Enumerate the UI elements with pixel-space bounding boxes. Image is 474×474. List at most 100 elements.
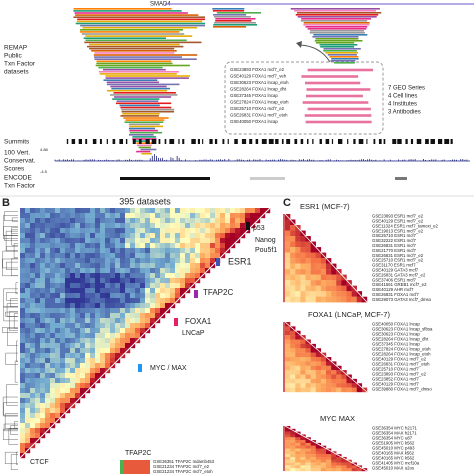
heatmap-cell [55, 273, 61, 279]
heatmap-cell [90, 368, 96, 374]
track-label: datasets [4, 69, 29, 76]
heatmap-cell [25, 418, 31, 424]
heatmap-cell [65, 383, 71, 389]
heatmap-cell [20, 208, 26, 214]
heatmap-cell [55, 393, 61, 399]
dataset-label: GSE40165 MYC k562 [372, 456, 415, 461]
heatmap-cell [160, 278, 166, 284]
cluster-label: LNCaP [182, 330, 205, 337]
heatmap-cell [45, 403, 51, 409]
heatmap-cell [145, 278, 151, 284]
heatmap-cell [290, 378, 296, 384]
heatmap-cell [20, 243, 26, 249]
heatmap-cell [45, 278, 51, 284]
heatmap-cell [110, 338, 116, 344]
heatmap-cell [150, 268, 156, 274]
heatmap-cell [341, 378, 347, 384]
dataset-label: GSE40129 FOXA1 mcf7 [372, 382, 419, 387]
heatmap-cell [95, 278, 101, 284]
heatmap-cell [30, 358, 36, 364]
heatmap-cell [20, 268, 26, 274]
heatmap-cell [50, 293, 56, 299]
dataset-label: GSE37406 ESR1 mcf7 [372, 277, 417, 282]
peak-bar [216, 12, 262, 14]
heatmap-cell [155, 228, 161, 234]
heatmap-cell [20, 383, 26, 389]
heatmap-cell [341, 465, 347, 469]
heatmap-cell [110, 223, 116, 229]
heatmap-cell [75, 388, 81, 394]
heatmap-cell [310, 252, 316, 259]
peak-bar [215, 20, 252, 22]
heatmap-cell [326, 387, 332, 393]
heatmap-cell [130, 298, 136, 304]
heatmap-cell [215, 218, 221, 224]
heatmap-cell [120, 273, 126, 279]
heatmap-cell [320, 462, 327, 466]
heatmap-cell [80, 343, 86, 349]
heatmap-cell [310, 462, 316, 466]
heatmap-cell [315, 263, 322, 270]
summit [106, 139, 108, 144]
heatmap-cell [125, 243, 131, 249]
heatmap-cell [55, 208, 61, 214]
heatmap-cell [155, 233, 161, 239]
heatmap-cell [85, 343, 91, 349]
heatmap-cell [35, 218, 41, 224]
heatmap-cell [70, 388, 76, 394]
heatmap-cell [305, 468, 311, 472]
heatmap-cell [55, 303, 61, 309]
heatmap-cell [55, 238, 61, 244]
heatmap-cell [205, 208, 211, 214]
heatmap-cell [135, 228, 141, 234]
peak-bar [294, 10, 377, 12]
heatmap-cell [300, 468, 306, 472]
heatmap-cell [195, 213, 201, 219]
heatmap-cell [130, 323, 136, 329]
heatmap-cell [75, 328, 81, 334]
heatmap-cell [140, 258, 146, 264]
heatmap-cell [135, 293, 141, 299]
heatmap-cell [40, 313, 46, 319]
dendrogram-branch [4, 451, 18, 464]
summit [410, 139, 414, 144]
heatmap-cell [285, 431, 291, 435]
panel-letter: C [283, 197, 291, 209]
heatmap-cell [341, 459, 347, 463]
heatmap-cell [40, 428, 46, 434]
heatmap-cell [20, 213, 26, 219]
heatmap-cell [130, 308, 136, 314]
heatmap-cell [135, 318, 141, 324]
heatmap-cell [65, 368, 71, 374]
heatmap-cell [100, 233, 106, 239]
heatmap-cell [75, 218, 81, 224]
heatmap-cell [45, 283, 51, 289]
heatmap-cell [305, 456, 311, 460]
heatmap-cell [65, 358, 71, 364]
dataset-label: GSE40129 GATA3 mcf7 [372, 267, 419, 272]
heatmap-cell [30, 253, 36, 259]
heatmap-cell [170, 228, 176, 234]
inset-peak [306, 88, 371, 91]
summit [191, 139, 196, 144]
peak-bar [312, 36, 359, 38]
heatmap-cell [155, 258, 161, 264]
dendrogram-branch [11, 217, 18, 222]
summit [347, 139, 349, 144]
heatmap-cell [45, 393, 51, 399]
heatmap-cell [95, 258, 101, 264]
heatmap-cell [100, 253, 106, 259]
heatmap-cell [45, 408, 51, 414]
heatmap-cell [30, 323, 36, 329]
heatmap-cell [331, 468, 337, 472]
peak-bar [88, 43, 180, 46]
peak-bar [132, 138, 157, 140]
heatmap-cell [295, 465, 301, 469]
heatmap-cell [55, 278, 61, 284]
heatmap-cell [100, 248, 106, 254]
heatmap-cell [70, 358, 76, 364]
heatmap-cell [295, 434, 301, 438]
heatmap-cell [95, 248, 101, 254]
heatmap-cell [70, 393, 76, 399]
heatmap-cell [175, 208, 181, 214]
